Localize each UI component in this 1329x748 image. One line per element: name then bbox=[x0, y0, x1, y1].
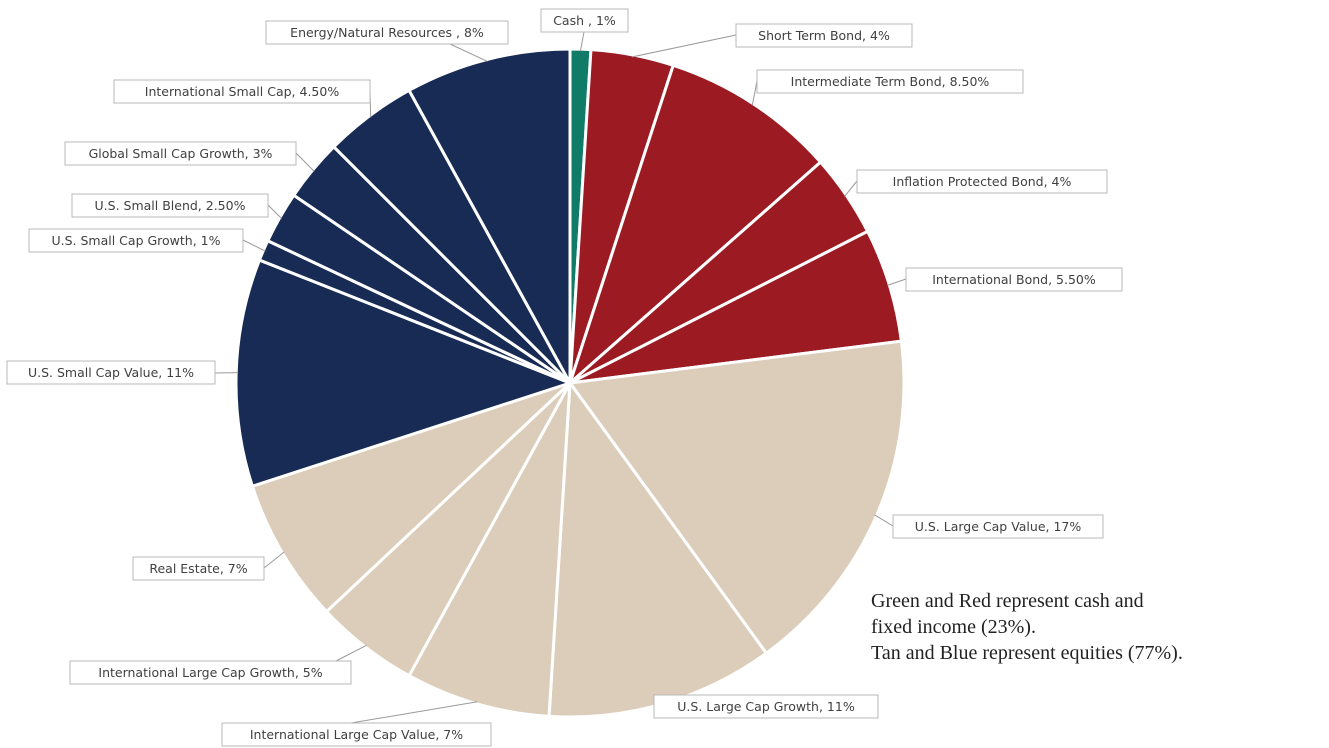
slice-label-box bbox=[892, 514, 1104, 539]
allocation-note: Green and Red represent cash and fixed i… bbox=[871, 588, 1321, 666]
slice-label-text: Intermediate Term Bond, 8.50% bbox=[791, 74, 990, 89]
slice-label: U.S. Small Cap Growth, 1% bbox=[28, 228, 244, 253]
slice-label-text: U.S. Small Cap Growth, 1% bbox=[51, 233, 220, 248]
slice-label-text: U.S. Large Cap Growth, 11% bbox=[677, 699, 855, 714]
leader-line bbox=[242, 239, 266, 252]
slice-label: Intermediate Term Bond, 8.50% bbox=[756, 69, 1024, 94]
pie-slices bbox=[234, 47, 906, 719]
leader-line bbox=[751, 80, 758, 106]
leader-line bbox=[267, 204, 282, 219]
note-line-2: fixed income (23%). bbox=[871, 616, 1036, 638]
slice-label: U.S. Large Cap Value, 17% bbox=[892, 514, 1104, 539]
leader-line bbox=[874, 514, 894, 527]
slice-label: International Small Cap, 4.50% bbox=[113, 79, 371, 104]
slice-label: U.S. Large Cap Growth, 11% bbox=[653, 694, 879, 719]
slice-label-box bbox=[64, 141, 297, 166]
slice-label-box bbox=[6, 360, 216, 385]
slice-label: Inflation Protected Bond, 4% bbox=[856, 169, 1108, 194]
slice-label-box bbox=[735, 23, 913, 48]
leader-line bbox=[335, 644, 367, 662]
slice-label-box bbox=[653, 694, 879, 719]
slice-label-text: International Small Cap, 4.50% bbox=[145, 84, 340, 99]
leader-line bbox=[350, 701, 478, 724]
slice-label-text: International Large Cap Value, 7% bbox=[250, 727, 463, 742]
leader-line bbox=[579, 31, 585, 52]
slice-label-text: U.S. Small Cap Value, 11% bbox=[28, 365, 194, 380]
slice-label-text: U.S. Small Blend, 2.50% bbox=[95, 198, 246, 213]
slice-label: U.S. Small Blend, 2.50% bbox=[71, 193, 269, 218]
slice-label-box bbox=[856, 169, 1108, 194]
leader-line bbox=[887, 278, 907, 286]
leader-line bbox=[632, 34, 737, 58]
slice-label-text: International Large Cap Growth, 5% bbox=[98, 665, 322, 680]
slice-label-text: International Bond, 5.50% bbox=[932, 272, 1096, 287]
leader-line bbox=[844, 180, 858, 197]
slice-label: International Large Cap Value, 7% bbox=[221, 722, 492, 747]
slice-label: U.S. Small Cap Value, 11% bbox=[6, 360, 216, 385]
slice-label-text: Cash , 1% bbox=[553, 13, 616, 28]
leader-line bbox=[449, 43, 488, 62]
slice-label: International Bond, 5.50% bbox=[905, 267, 1123, 292]
slice-label-text: Energy/Natural Resources , 8% bbox=[290, 25, 484, 40]
slice-label-box bbox=[132, 556, 265, 581]
slice-label-box bbox=[71, 193, 269, 218]
slice-labels: Cash , 1% Short Term Bond, 4% Intermediate… bbox=[6, 8, 1123, 747]
slice-label-box bbox=[756, 69, 1024, 94]
slice-label: Short Term Bond, 4% bbox=[735, 23, 913, 48]
slice-label-box bbox=[113, 79, 371, 104]
slice-label-box bbox=[28, 228, 244, 253]
slice-label: International Large Cap Growth, 5% bbox=[69, 660, 352, 685]
slice-label: Energy/Natural Resources , 8% bbox=[265, 20, 509, 45]
leader-line bbox=[263, 551, 285, 569]
slice-label-box bbox=[540, 8, 629, 33]
slice-label-text: Inflation Protected Bond, 4% bbox=[893, 174, 1072, 189]
slice-label-text: Global Small Cap Growth, 3% bbox=[89, 146, 273, 161]
slice-label-box bbox=[221, 722, 492, 747]
slice-label-box bbox=[905, 267, 1123, 292]
slice-label-text: Real Estate, 7% bbox=[149, 561, 247, 576]
pie-slice bbox=[407, 47, 572, 384]
leader-line bbox=[295, 152, 315, 172]
pie-slice bbox=[566, 63, 823, 388]
slice-label-box bbox=[69, 660, 352, 685]
note-line-3: Tan and Blue represent equities (77%). bbox=[871, 642, 1183, 664]
slice-label: Cash , 1% bbox=[540, 8, 629, 33]
slice-label-text: U.S. Large Cap Value, 17% bbox=[915, 519, 1082, 534]
slice-label: Real Estate, 7% bbox=[132, 556, 265, 581]
note-line-1: Green and Red represent cash and bbox=[871, 590, 1144, 612]
pie-slice bbox=[407, 382, 572, 718]
slice-label-text: Short Term Bond, 4% bbox=[758, 28, 890, 43]
slice-label-box bbox=[265, 20, 509, 45]
slice-label: Global Small Cap Growth, 3% bbox=[64, 141, 297, 166]
